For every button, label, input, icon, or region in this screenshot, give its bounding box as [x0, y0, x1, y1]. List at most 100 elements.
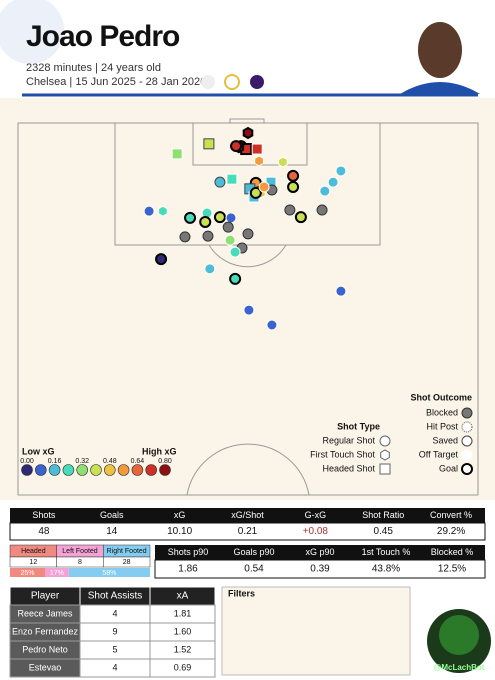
- shot-regular: [294, 211, 307, 224]
- shot-regular: [222, 221, 234, 233]
- legend-icon: [461, 449, 473, 461]
- legend-item: Saved: [432, 435, 458, 445]
- shot-regular: [319, 185, 331, 197]
- table-cell: 10.10: [167, 526, 192, 537]
- table-body: [9, 522, 486, 541]
- shot-first-touch: [278, 156, 288, 168]
- penalty-arc: [208, 244, 287, 268]
- table-cell: 48: [38, 526, 50, 537]
- assist-cell: 1.52: [174, 644, 192, 654]
- shot-first-touch: [242, 126, 254, 140]
- shot-regular: [224, 234, 236, 246]
- legend-tick: 0.48: [103, 458, 117, 465]
- legend-swatch: [48, 464, 61, 476]
- shot-headed: [251, 143, 263, 155]
- assist-cell: Pedro Neto: [22, 644, 68, 654]
- legend-item: Headed Shot: [322, 463, 375, 473]
- legend-icon: [461, 435, 473, 447]
- legend-title: Shot Outcome: [410, 392, 472, 402]
- legend-swatch: [117, 464, 130, 476]
- shot-headed: [203, 138, 215, 150]
- table-header-cell: Shot Ratio: [362, 510, 404, 520]
- legend-title: Shot Type: [337, 421, 380, 431]
- table-header-cell: Blocked %: [431, 547, 474, 557]
- assist-header-cell: Shot Assists: [88, 591, 142, 602]
- shot-regular: [335, 285, 347, 297]
- bodypart-bar: [10, 568, 45, 577]
- legend-swatch: [159, 464, 171, 476]
- legend-swatch: [145, 464, 157, 476]
- legend-swatch: [90, 464, 102, 476]
- table-cell: 1.86: [178, 564, 198, 575]
- table-header-cell: Shots p90: [168, 547, 209, 557]
- pitch: [17, 118, 479, 496]
- shot-regular: [229, 272, 242, 285]
- legend-icon: [461, 407, 473, 419]
- shot-regular: [229, 246, 241, 258]
- shot-regular: [266, 319, 278, 331]
- table-header-cell: Shots: [32, 510, 56, 520]
- assist-cell: 4: [112, 608, 117, 618]
- icon: [250, 75, 264, 89]
- legend-tick: 0.64: [131, 458, 145, 465]
- shot-regular: [316, 204, 328, 216]
- bodypart-header-cell: Left Footed: [62, 548, 98, 555]
- goal: [229, 118, 265, 124]
- table-header-cell: G-xG: [305, 510, 327, 520]
- shot-headed: [226, 173, 238, 185]
- shot-regular: [287, 180, 300, 193]
- player-shirt: [400, 82, 480, 94]
- shot-regular: [213, 211, 226, 224]
- filters-box: [221, 586, 411, 676]
- player-name: Joao Pedro: [26, 20, 180, 53]
- bodypart-count: 12: [29, 559, 37, 566]
- center-circle: [186, 443, 310, 496]
- assist-cell: Estevao: [29, 662, 62, 672]
- table-header-cell: 1st Touch %: [362, 547, 411, 557]
- credit: @McLachBot: [434, 663, 485, 672]
- shot-regular: [379, 435, 391, 447]
- shot-regular: [258, 181, 270, 193]
- subtitle: Chelsea | 15 Jun 2025 - 28 Jan 2026 |: [26, 76, 212, 88]
- legend-tick: 0.32: [75, 458, 89, 465]
- legend-icon: [461, 421, 473, 433]
- table-header-cell: Goals: [100, 510, 124, 520]
- bodypart-header-cell: Headed: [21, 548, 46, 555]
- legend-low: Low xG: [22, 446, 55, 456]
- assist-cell: 4: [112, 662, 117, 672]
- shot-headed: [379, 463, 391, 475]
- bodypart-header-cell: Right Footed: [107, 548, 147, 555]
- bodypart-percent: 17%: [50, 570, 64, 577]
- legend-item: Goal: [439, 463, 458, 473]
- table-header: [155, 545, 485, 560]
- assist-cell: Reece James: [17, 608, 73, 618]
- table-cell: 0.39: [310, 564, 330, 575]
- legend-item: Regular Shot: [322, 435, 375, 445]
- assist-cell: Enzo Fernandez: [12, 626, 79, 636]
- legend-tick: 0.00: [20, 458, 34, 465]
- table-header: [10, 508, 485, 523]
- shot-regular: [249, 186, 262, 199]
- legend-tick: 0.16: [48, 458, 62, 465]
- shot-headed: [171, 148, 183, 160]
- shot-regular: [327, 176, 339, 188]
- table-cell: 29.2%: [437, 526, 465, 537]
- table-header-cell: Goals p90: [233, 547, 274, 557]
- assist-cell: 1.81: [174, 608, 192, 618]
- shot-regular: [243, 304, 255, 316]
- assist-header-cell: xA: [177, 591, 189, 602]
- legend-icon: [461, 463, 473, 475]
- assist-cell: 1.60: [174, 626, 192, 636]
- table-cell: 12.5%: [438, 564, 466, 575]
- shot-regular: [287, 169, 300, 182]
- table-cell: 0.21: [238, 526, 258, 537]
- bodypart-percent: 58%: [102, 570, 116, 577]
- assist-header-cell: Player: [31, 591, 60, 602]
- player-photo: [418, 22, 462, 78]
- assist-cell-bg: [149, 658, 216, 678]
- shot-regular: [202, 230, 214, 242]
- shot-regular: [143, 205, 155, 217]
- logo-ball: [439, 615, 479, 655]
